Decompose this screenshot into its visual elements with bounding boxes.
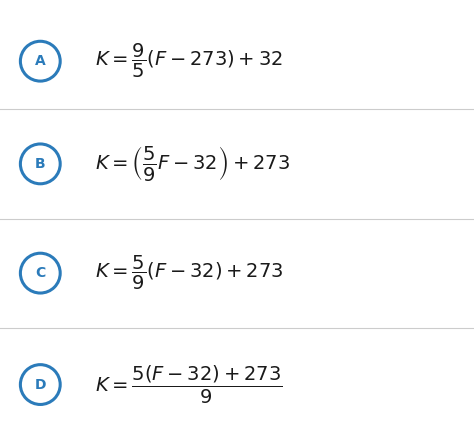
Text: $K = \dfrac{5}{9}(F - 32) + 273$: $K = \dfrac{5}{9}(F - 32) + 273$: [95, 254, 283, 292]
Text: B: B: [35, 157, 46, 171]
Text: $K = \left(\dfrac{5}{9}F - 32\right) + 273$: $K = \left(\dfrac{5}{9}F - 32\right) + 2…: [95, 144, 290, 184]
Text: $K = \dfrac{5(F - 32) + 273}{9}$: $K = \dfrac{5(F - 32) + 273}{9}$: [95, 364, 283, 406]
Text: A: A: [35, 54, 46, 68]
Text: D: D: [35, 378, 46, 392]
Text: C: C: [35, 266, 46, 280]
Text: $K = \dfrac{9}{5}(F - 273) + 32$: $K = \dfrac{9}{5}(F - 273) + 32$: [95, 42, 283, 80]
